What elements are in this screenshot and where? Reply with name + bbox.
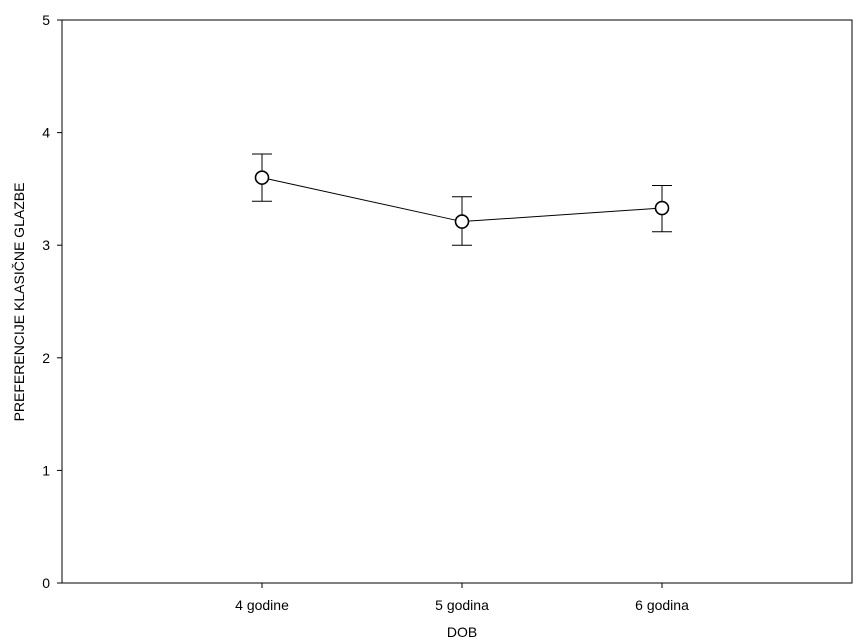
x-tick-label-2: 6 godina <box>635 597 689 613</box>
x-axis-label: DOB <box>447 624 477 640</box>
x-tick-label-0: 4 godine <box>235 597 289 613</box>
y-axis: 0 1 2 3 4 5 <box>42 12 62 591</box>
plot-frame <box>61 19 853 584</box>
y-tick-label-5: 5 <box>42 12 50 28</box>
x-tick-label-1: 5 godina <box>435 597 489 613</box>
x-axis: 4 godine 5 godina 6 godina <box>235 583 689 613</box>
y-tick-label-3: 3 <box>42 237 50 253</box>
data-point-1 <box>454 214 470 229</box>
y-tick-label-1: 1 <box>42 462 50 478</box>
data-point-2 <box>654 200 670 216</box>
y-tick-label-2: 2 <box>42 350 50 366</box>
series <box>252 153 672 246</box>
y-tick-label-4: 4 <box>42 125 50 141</box>
data-point-0 <box>254 170 270 185</box>
y-axis-label: PREFERENCIJE KLASIČNE GLAZBE <box>11 183 27 422</box>
y-tick-label-0: 0 <box>42 575 50 591</box>
